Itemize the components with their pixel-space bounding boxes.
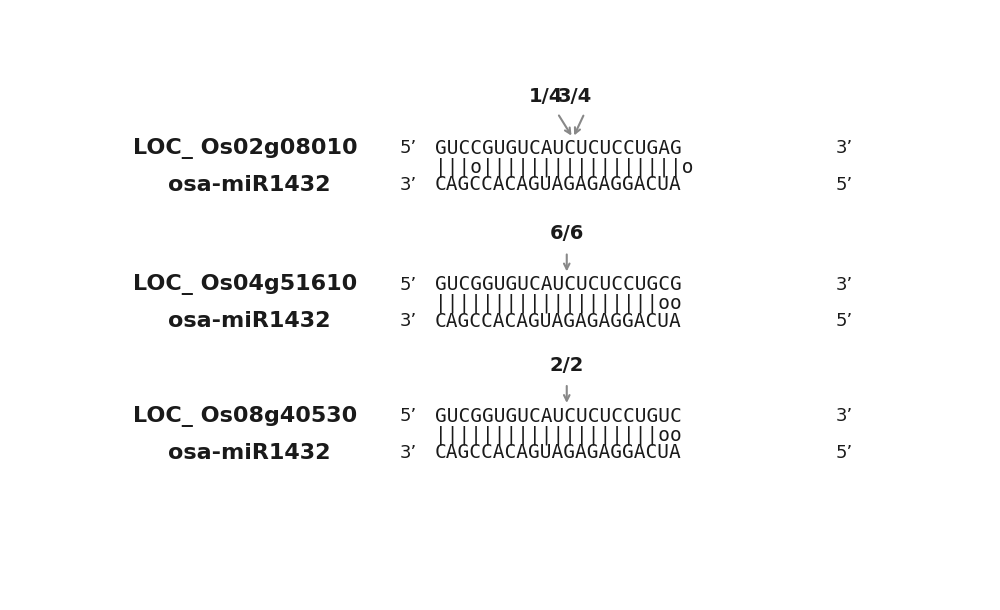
Text: GUCCGUGUCAUCUCUCCUGAG: GUCCGUGUCAUCUCUCCUGAG	[435, 139, 682, 158]
Text: 1/4: 1/4	[529, 87, 563, 106]
Text: 5’: 5’	[836, 312, 853, 330]
Text: LOC_ Os02g08010: LOC_ Os02g08010	[133, 138, 357, 159]
Text: 3’: 3’	[400, 176, 417, 194]
Text: CAGCCACAGUAGAGAGGACUA: CAGCCACAGUAGAGAGGACUA	[435, 312, 682, 331]
Text: 3’: 3’	[400, 312, 417, 330]
Text: osa-miR1432: osa-miR1432	[168, 175, 330, 195]
Text: osa-miR1432: osa-miR1432	[168, 311, 330, 331]
Text: GUCGGUGUCAUCUCUCCUGCG: GUCGGUGUCAUCUCUCCUGCG	[435, 275, 682, 294]
Text: 2/2: 2/2	[550, 356, 584, 375]
Text: CAGCCACAGUAGAGAGGACUA: CAGCCACAGUAGAGAGGACUA	[435, 443, 682, 462]
Text: 6/6: 6/6	[550, 224, 584, 243]
Text: 3/4: 3/4	[557, 87, 592, 106]
Text: osa-miR1432: osa-miR1432	[168, 443, 330, 463]
Text: LOC_ Os04g51610: LOC_ Os04g51610	[133, 274, 357, 295]
Text: 5’: 5’	[400, 276, 417, 293]
Text: 5’: 5’	[836, 176, 853, 194]
Text: CAGCCACAGUAGAGAGGACUA: CAGCCACAGUAGAGAGGACUA	[435, 176, 682, 195]
Text: 5’: 5’	[400, 407, 417, 425]
Text: |||||||||||||||||||oo: |||||||||||||||||||oo	[435, 293, 682, 313]
Text: 5’: 5’	[400, 139, 417, 157]
Text: 3’: 3’	[836, 276, 853, 293]
Text: 3’: 3’	[400, 443, 417, 462]
Text: |||||||||||||||||||oo: |||||||||||||||||||oo	[435, 425, 682, 445]
Text: 3’: 3’	[836, 407, 853, 425]
Text: 3’: 3’	[836, 139, 853, 157]
Text: 5’: 5’	[836, 443, 853, 462]
Text: LOC_ Os08g40530: LOC_ Os08g40530	[133, 406, 357, 426]
Text: |||o|||||||||||||||||o: |||o|||||||||||||||||o	[435, 157, 694, 177]
Text: GUCGGUGUCAUCUCUCCUGUC: GUCGGUGUCAUCUCUCCUGUC	[435, 407, 682, 426]
